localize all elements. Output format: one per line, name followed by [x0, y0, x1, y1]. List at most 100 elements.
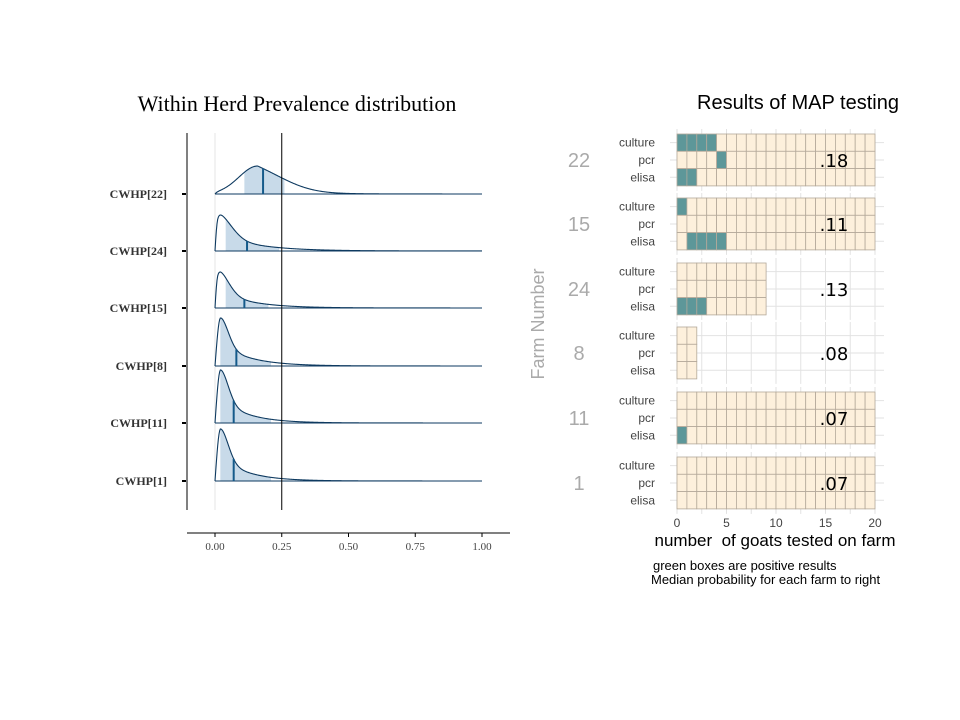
test-row-label: culture	[619, 459, 655, 473]
negative-result-cell	[805, 197, 817, 216]
negative-result-cell	[765, 391, 777, 410]
negative-result-cell	[706, 279, 718, 298]
farm-number-label: 8	[573, 343, 584, 365]
negative-result-cell	[736, 456, 747, 475]
ridge-series	[214, 165, 482, 195]
negative-result-cell	[775, 408, 787, 427]
negative-result-cell	[686, 279, 698, 298]
negative-result-cell	[686, 426, 698, 445]
negative-result-cell	[775, 133, 787, 152]
negative-result-cell	[706, 426, 718, 445]
negative-result-cell	[726, 168, 737, 187]
negative-result-cell	[755, 133, 767, 152]
map-testing-x-ticks: 0 5 10 15 20	[674, 516, 882, 530]
ridge-interval-area	[225, 218, 280, 251]
negative-result-cell	[736, 408, 747, 427]
negative-result-cell	[864, 232, 876, 251]
negative-result-cell	[775, 391, 787, 410]
negative-result-cell	[686, 361, 698, 380]
negative-result-cell	[736, 168, 747, 187]
negative-result-cell	[785, 426, 797, 445]
test-row-label: pcr	[638, 282, 655, 296]
test-row-label: culture	[619, 394, 655, 408]
negative-result-cell	[755, 456, 767, 475]
ridge-interval-area	[244, 166, 285, 194]
negative-result-cell	[795, 168, 807, 187]
farm-number-label: 22	[568, 150, 590, 172]
negative-result-cell	[676, 326, 688, 345]
farm-number-label: 11	[569, 408, 590, 430]
negative-result-cell	[815, 197, 826, 216]
negative-result-cell	[726, 262, 737, 281]
negative-result-cell	[755, 391, 767, 410]
negative-result-cell	[676, 150, 688, 170]
negative-result-cell	[795, 456, 807, 475]
negative-result-cell	[726, 197, 737, 216]
test-row-label: elisa	[630, 363, 655, 377]
negative-result-cell	[726, 491, 737, 510]
negative-result-cell	[775, 197, 787, 216]
negative-result-cell	[864, 426, 876, 445]
negative-result-cell	[854, 150, 866, 170]
negative-result-cell	[765, 214, 777, 234]
negative-result-cell	[716, 168, 727, 187]
negative-result-cell	[795, 214, 807, 234]
median-probability-label: .13	[820, 280, 849, 301]
negative-result-cell	[864, 214, 876, 234]
positive-result-cell	[676, 297, 688, 316]
negative-result-cell	[835, 133, 846, 152]
negative-result-cell	[785, 408, 797, 427]
negative-result-cell	[755, 262, 767, 281]
farm-panel: 11 culture pcr elisa .07	[569, 391, 876, 445]
negative-result-cell	[716, 473, 727, 492]
negative-result-cell	[795, 150, 807, 170]
negative-result-cell	[686, 343, 698, 362]
negative-result-cell	[864, 456, 876, 475]
negative-result-cell	[864, 491, 876, 510]
negative-result-cell	[696, 491, 708, 510]
negative-result-cell	[736, 391, 747, 410]
ridge-series	[214, 317, 482, 367]
negative-result-cell	[854, 491, 866, 510]
negative-result-cell	[745, 232, 757, 251]
negative-result-cell	[825, 456, 836, 475]
negative-result-cell	[765, 133, 777, 152]
test-row-label: culture	[619, 329, 655, 343]
negative-result-cell	[716, 279, 727, 298]
negative-result-cell	[755, 408, 767, 427]
negative-result-cell	[676, 456, 688, 475]
negative-result-cell	[844, 133, 856, 152]
negative-result-cell	[745, 133, 757, 152]
negative-result-cell	[775, 491, 787, 510]
negative-result-cell	[785, 214, 797, 234]
negative-result-cell	[696, 214, 708, 234]
ridgeline-x-tick-label: 0.00	[205, 541, 225, 553]
negative-result-cell	[745, 279, 757, 298]
map-x-tick-label: 0	[674, 516, 681, 530]
negative-result-cell	[745, 168, 757, 187]
ridge-density-curve	[214, 369, 482, 424]
negative-result-cell	[765, 197, 777, 216]
farm-panel: 24 culture pcr elisa .13	[568, 262, 849, 316]
negative-result-cell	[686, 408, 698, 427]
negative-result-cell	[716, 456, 727, 475]
negative-result-cell	[755, 279, 767, 298]
positive-result-cell	[686, 168, 698, 187]
test-row-label: culture	[619, 136, 655, 150]
negative-result-cell	[854, 456, 866, 475]
median-probability-note: Median probability for each farm to righ…	[651, 572, 880, 587]
map-testing-gridlines	[670, 129, 884, 514]
positive-results-note: green boxes are positive results	[653, 558, 837, 573]
negative-result-cell	[716, 391, 727, 410]
negative-result-cell	[686, 214, 698, 234]
negative-result-cell	[686, 473, 698, 492]
negative-result-cell	[745, 391, 757, 410]
negative-result-cell	[825, 391, 836, 410]
negative-result-cell	[835, 456, 846, 475]
negative-result-cell	[736, 197, 747, 216]
negative-result-cell	[706, 391, 718, 410]
negative-result-cell	[815, 456, 826, 475]
negative-result-cell	[835, 391, 846, 410]
median-probability-label: .07	[820, 474, 849, 495]
negative-result-cell	[854, 391, 866, 410]
